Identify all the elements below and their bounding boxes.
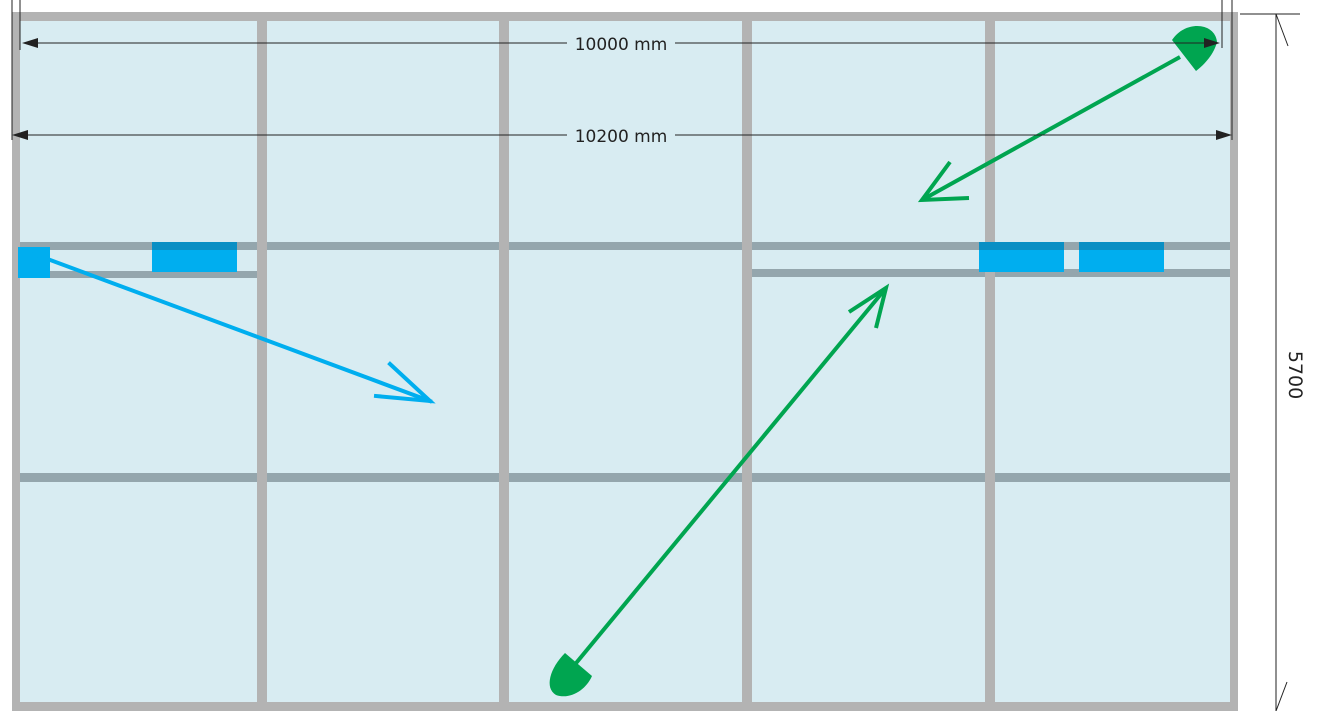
mullion-1 [257, 12, 267, 711]
dimension-height: 5700 [1276, 14, 1306, 711]
mullion-4 [985, 12, 995, 711]
panel-right-1-shade [979, 242, 1064, 250]
track-middle-full [16, 473, 1232, 482]
dimension-outer-width-label: 10200 mm [575, 127, 668, 147]
mullion-3 [742, 12, 752, 711]
track-left-lower [16, 271, 258, 278]
frame-left [12, 12, 20, 711]
dimension-height-label: 5700 [1284, 351, 1306, 399]
panel-right-2-shade [1079, 242, 1164, 250]
frame-top [12, 12, 1238, 21]
dimension-inner-width-label: 10000 mm [575, 35, 668, 55]
mullion-2 [499, 12, 509, 711]
frame-bottom [12, 702, 1238, 711]
frame-right [1230, 12, 1238, 711]
panel-left-shade [152, 242, 237, 250]
panel-left-start [18, 247, 50, 278]
